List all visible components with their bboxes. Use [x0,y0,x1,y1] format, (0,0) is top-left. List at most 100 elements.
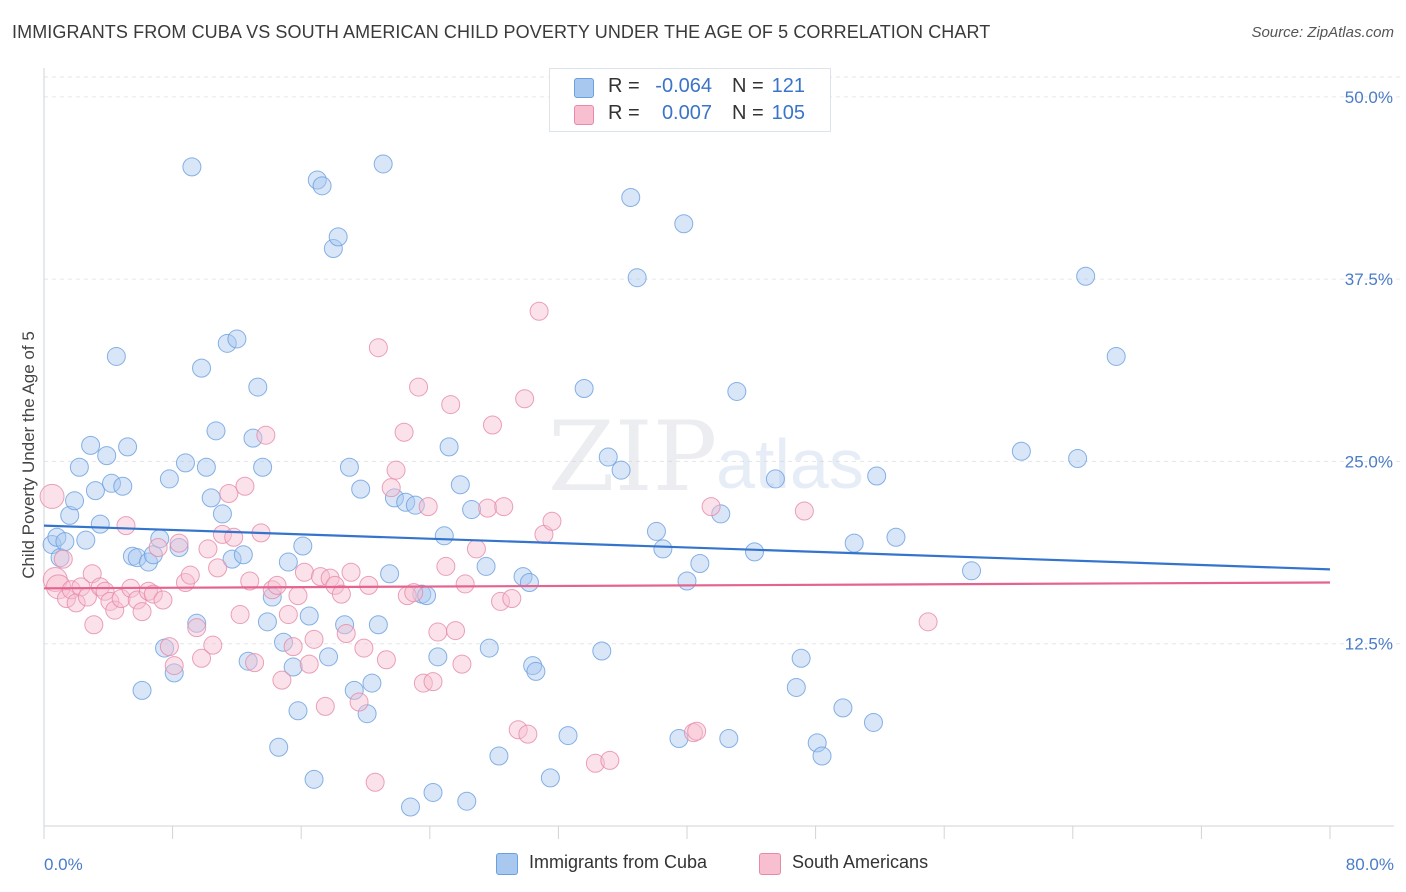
data-point [526,661,546,681]
data-point [253,457,273,477]
data-point [206,421,226,441]
data-point [294,562,314,582]
data-point [867,466,887,486]
stats-row-cuba: R = -0.064 N = 121 [550,74,830,100]
data-point [1068,449,1088,469]
watermark-atlas: atlas [716,425,864,503]
data-point [169,533,189,553]
data-point [95,581,115,601]
r-label: R = [608,102,640,124]
stats-row-south-americans: R = 0.007 N = 105 [550,101,830,127]
data-point [515,389,535,409]
data-point [293,536,313,556]
stats-legend: R = -0.064 N = 121 R = 0.007 N = 105 [549,68,831,132]
data-point [439,437,459,457]
data-point [45,574,71,600]
data-point [278,552,298,572]
chart-title: IMMIGRANTS FROM CUBA VS SOUTH AMERICAN C… [12,22,991,42]
data-point [248,377,268,397]
data-point [267,575,287,595]
data-point [304,769,324,789]
data-point [653,539,673,559]
data-point [786,677,806,697]
data-point [466,539,486,559]
data-point [351,479,371,499]
data-point [518,724,538,744]
data-point [687,721,707,741]
data-point [450,475,470,495]
data-point [60,505,80,525]
data-point [57,589,77,609]
data-point [812,746,832,766]
series-south-american-points [39,301,938,792]
x-tick-label-min: 0.0% [44,855,83,874]
data-point [627,268,647,288]
data-point [304,629,324,649]
data-point [175,453,195,473]
data-point [381,478,401,498]
data-point [598,447,618,467]
data-point [683,723,703,743]
watermark: ZIP atlas [548,401,864,513]
data-point [1106,346,1126,366]
data-point [446,621,466,641]
data-point [701,497,721,517]
series-cuba-points [42,154,1126,817]
data-point [278,605,298,625]
data-point [359,575,379,595]
data-point [863,712,883,732]
data-point [674,214,694,234]
y-tick-label: 25.0% [1345,452,1393,471]
data-point [690,554,710,574]
data-point [169,537,189,557]
data-point [315,696,335,716]
r-value: 0.007 [661,102,712,124]
data-point [164,656,184,676]
trend-lines [43,524,1331,590]
data-point [368,338,388,358]
y-tick-label: 12.5% [1345,635,1393,654]
data-point [434,526,454,546]
data-point [222,549,242,569]
data-point [794,501,814,521]
data-point [319,647,339,667]
data-point [457,791,477,811]
data-point [574,379,594,399]
data-point [669,729,689,749]
legend-label-south-americans: South Americans [792,852,929,872]
data-point [219,484,239,504]
data-point [328,227,348,247]
data-point [192,648,212,668]
r-label: R = [608,75,640,97]
data-point [201,488,221,508]
data-point [84,615,104,635]
data-point [90,514,110,534]
data-point [233,545,253,565]
legend-swatch-south-americans [759,853,781,875]
legend-swatch-cuba [496,853,518,875]
data-point [428,647,448,667]
data-point [208,558,228,578]
data-point [299,654,319,674]
trend-line [43,581,1331,590]
data-point [55,532,75,552]
data-point [727,381,747,401]
legend-label-cuba: Immigrants from Cuba [529,852,708,872]
data-point [69,457,89,477]
data-point [272,670,292,690]
data-point [765,469,785,489]
data-point [227,329,247,349]
data-point [132,602,152,622]
data-point [269,737,289,757]
data-point [76,530,96,550]
data-point [192,358,212,378]
data-point [187,618,207,638]
data-point [368,615,388,635]
data-point [97,446,117,466]
data-point [962,561,982,581]
data-point [719,729,739,749]
data-point [71,577,91,597]
data-point [494,497,514,517]
data-point [283,657,303,677]
data-point [235,476,255,496]
